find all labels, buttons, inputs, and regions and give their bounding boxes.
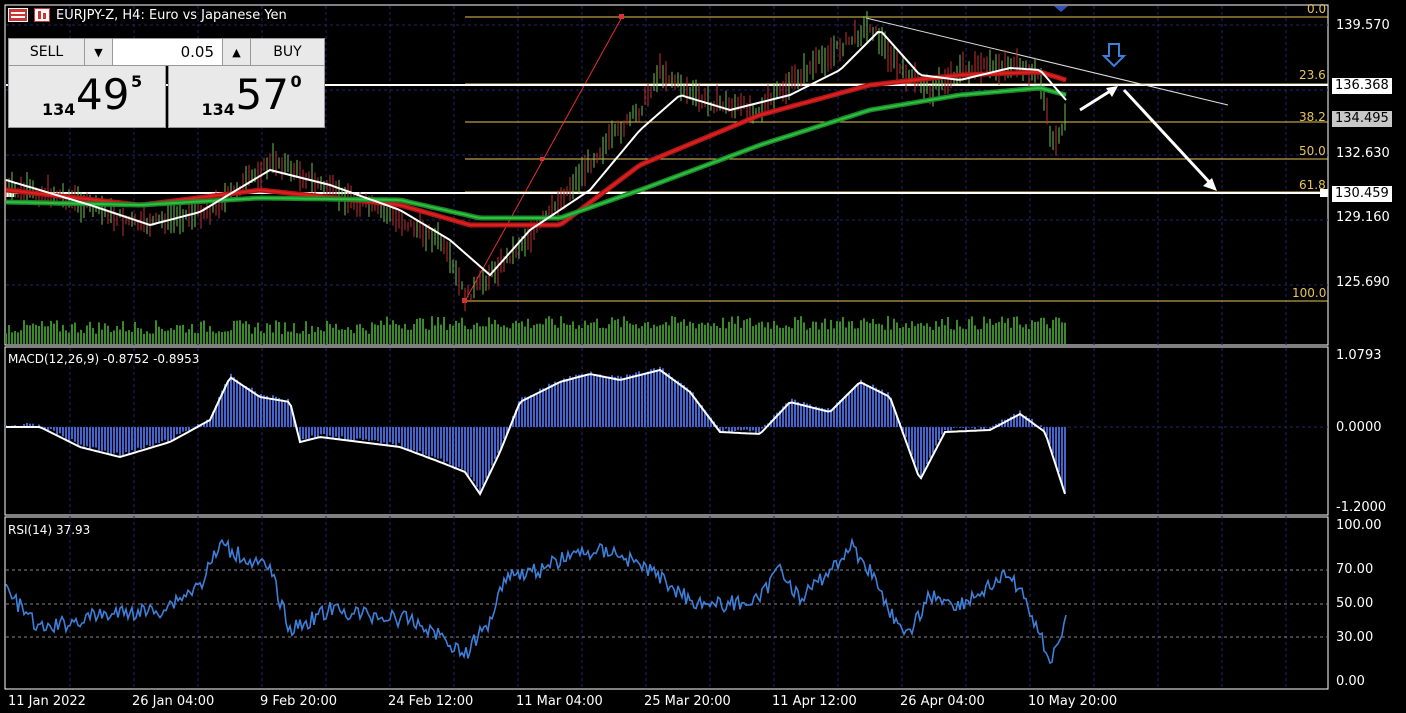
fib-level-label: 0.0 — [1307, 2, 1327, 16]
macd-signal-line — [6, 368, 1066, 497]
time-axis-label: 11 Mar 04:00 — [516, 694, 603, 709]
annotation-arrowhead — [1203, 178, 1217, 191]
rsi-line — [5, 537, 1067, 665]
sell-price-big: 49 — [76, 70, 130, 119]
lot-increase-button[interactable]: ▲ — [223, 39, 251, 65]
fib-level-label: 38.2 — [1299, 110, 1326, 124]
rsi-panel — [4, 516, 1329, 690]
price-tag-current: 134.495 — [1332, 111, 1392, 127]
support-line-handle — [6, 189, 14, 197]
main-chart-panel — [4, 4, 1329, 346]
rsi-indicator-label: RSI(14) 37.93 — [8, 523, 91, 537]
lot-decrease-button[interactable]: ▼ — [85, 39, 113, 65]
down-arrow-annotation-icon — [1101, 43, 1127, 68]
buy-price-big: 57 — [235, 70, 289, 119]
buy-price-box[interactable]: 134 57 0 — [167, 66, 325, 128]
macd-axis-label: 0.0000 — [1336, 420, 1382, 435]
price-axis-label: 132.630 — [1336, 146, 1390, 161]
moving-average-green — [5, 87, 1067, 219]
period-separator-marker — [1054, 6, 1068, 12]
macd-indicator-label: MACD(12,26,9) -0.8752 -0.8953 — [8, 352, 200, 366]
support-line-handle — [1320, 189, 1328, 197]
macd-axis-label: -1.2000 — [1336, 500, 1387, 515]
trend-line — [865, 17, 1229, 106]
chart-title-bar: EURJPY-Z, H4: Euro vs Japanese Yen — [8, 6, 287, 24]
chart-window-icon[interactable] — [8, 8, 28, 22]
sell-price-prefix: 134 — [42, 100, 76, 119]
rsi-axis-label: 0.00 — [1336, 674, 1365, 689]
sell-price-box[interactable]: 134 49 5 — [8, 66, 166, 128]
sell-button[interactable]: SELL — [9, 39, 85, 65]
price-tag-lower: 130.459 — [1332, 186, 1392, 202]
time-axis-label: 10 May 20:00 — [1028, 694, 1118, 709]
annotation-arrow — [1122, 88, 1214, 187]
buy-price-prefix: 134 — [201, 100, 235, 119]
time-axis-label: 11 Jan 2022 — [8, 694, 86, 709]
rsi-axis-label: 30.00 — [1336, 630, 1374, 645]
price-axis-label: 125.690 — [1336, 275, 1390, 290]
time-axis-label: 24 Feb 12:00 — [388, 694, 474, 709]
buy-button[interactable]: BUY — [273, 44, 302, 60]
rsi-axis-label: 100.00 — [1336, 518, 1382, 533]
chart-title: EURJPY-Z, H4: Euro vs Japanese Yen — [56, 7, 287, 23]
fib-level-label: 50.0 — [1299, 144, 1326, 158]
rsi-axis-label: 50.00 — [1336, 596, 1374, 611]
fib-level-label: 61.8 — [1299, 178, 1326, 192]
price-axis-label: 129.160 — [1336, 210, 1390, 225]
rsi-axis-label: 70.00 — [1336, 562, 1374, 577]
time-axis-label: 9 Feb 20:00 — [260, 694, 338, 709]
time-axis-label: 25 Mar 20:00 — [644, 694, 731, 709]
sell-price-fraction: 5 — [131, 72, 143, 91]
buy-price-fraction: 0 — [290, 72, 302, 91]
time-axis-label: 26 Apr 04:00 — [900, 694, 985, 709]
price-tag-upper: 136.368 — [1332, 78, 1392, 94]
trade-panel-icon[interactable] — [34, 8, 50, 22]
lot-size-input[interactable]: 0.05 — [113, 39, 223, 65]
price-axis-label: 139.570 — [1336, 18, 1390, 33]
macd-axis-label: 1.0793 — [1336, 348, 1382, 363]
macd-panel — [4, 346, 1329, 516]
annotation-arrowhead — [1106, 86, 1118, 97]
fib-level-label: 100.0 — [1292, 286, 1327, 300]
time-axis-label: 11 Apr 12:00 — [772, 694, 857, 709]
fib-level-label: 23.6 — [1299, 68, 1326, 82]
moving-average-white — [5, 30, 1067, 277]
fib-anchor-point — [540, 157, 544, 161]
one-click-trading-panel: SELL ▼ 0.05 ▲ BUY 134 49 5 134 57 0 — [8, 38, 325, 128]
time-axis-label: 26 Jan 04:00 — [132, 694, 215, 709]
fib-anchor-point — [619, 14, 624, 19]
